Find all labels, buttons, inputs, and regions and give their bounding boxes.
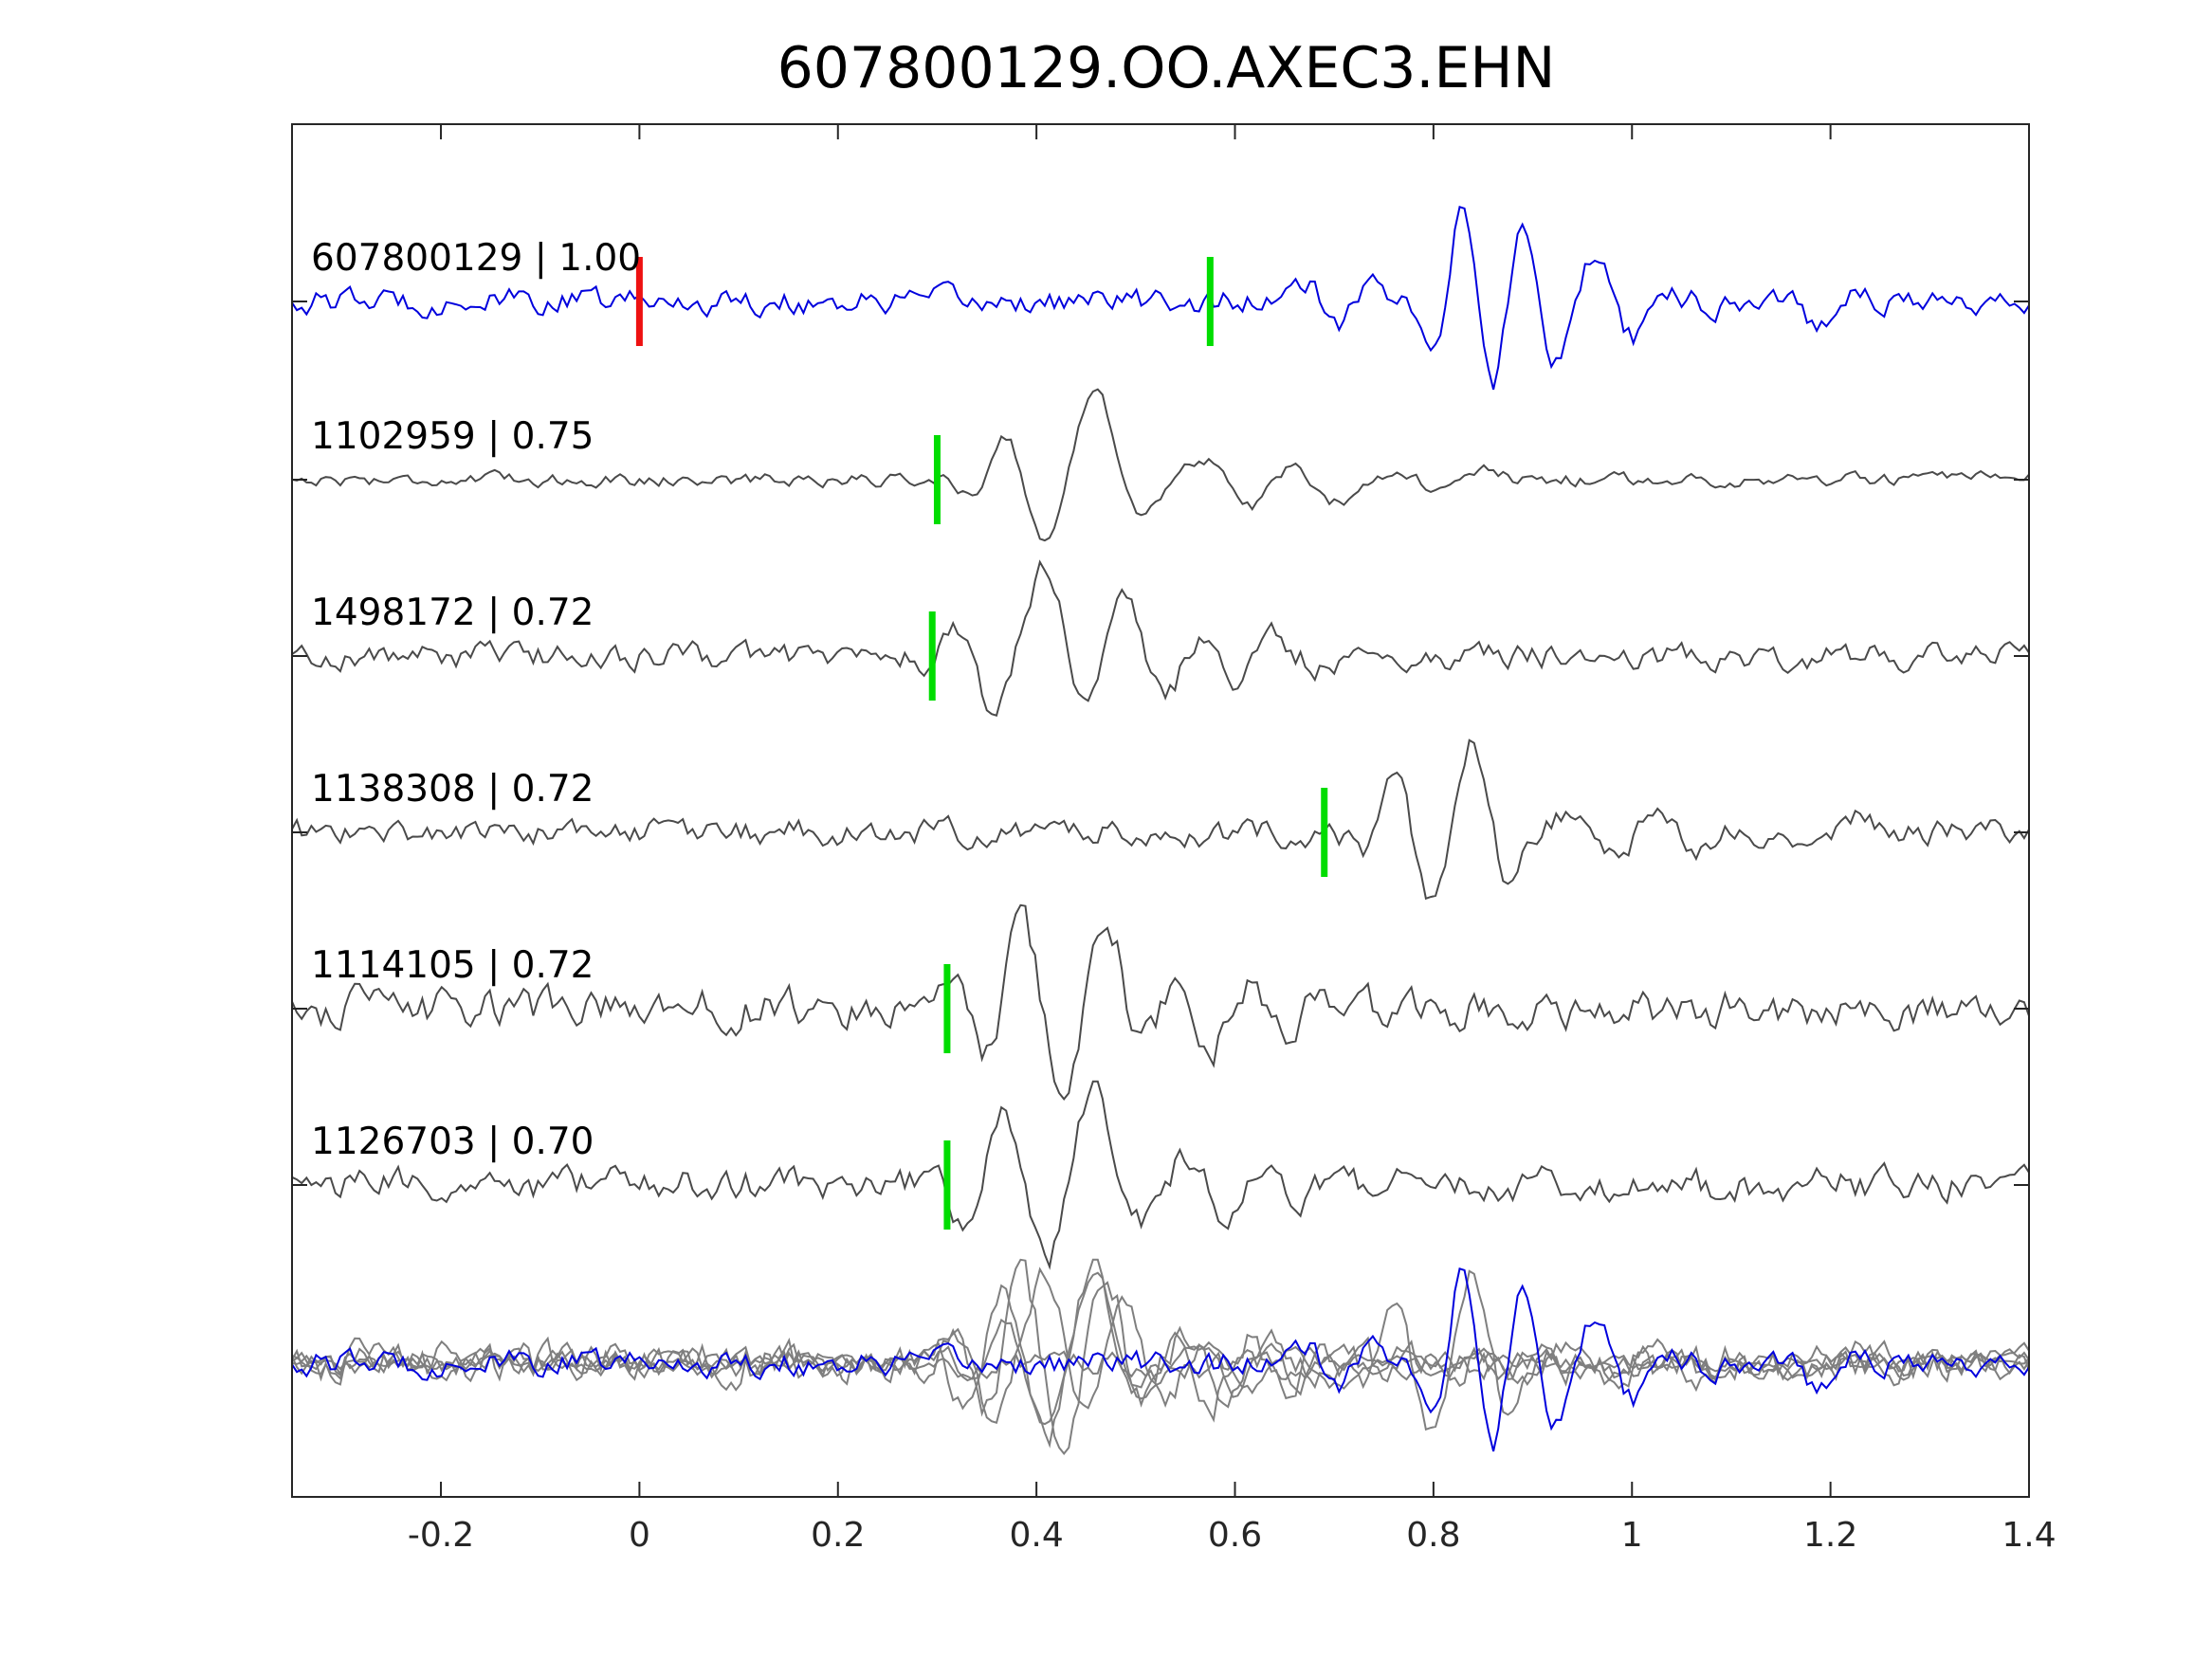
series-line-5 <box>291 903 2030 1102</box>
trace-label-5: 1114105 | 0.72 <box>311 944 594 987</box>
x-tick-label-7: 1 <box>1621 1516 1643 1555</box>
x-tick-label-4: 0.4 <box>1010 1516 1064 1555</box>
axes-frame <box>291 123 2030 1498</box>
x-tick-label-9: 1.4 <box>2002 1516 2056 1555</box>
series-line-2 <box>291 388 2030 542</box>
series-line-1 <box>291 206 2030 391</box>
plot-area <box>292 124 2029 1497</box>
trace-labels-layer: 607800129 | 1.00 1102959 | 0.75 1498172 | … <box>311 237 641 1163</box>
traces-layer <box>291 206 2030 1456</box>
x-tick-label-1: -0.2 <box>408 1516 474 1555</box>
x-tick-label-3: 0.2 <box>811 1516 865 1555</box>
axes-layer: -0.2 0 0.2 0.4 0.6 0.8 1 1.2 1.4 <box>291 123 2057 1555</box>
trace-label-4: 1138308 | 0.72 <box>311 768 594 811</box>
x-tick-label-6: 0.8 <box>1406 1516 1460 1555</box>
x-tick-label-8: 1.2 <box>1803 1516 1857 1555</box>
trace-label-6: 1126703 | 0.70 <box>311 1121 594 1163</box>
series-line-3 <box>291 559 2030 717</box>
overlay-series-line-1 <box>291 1267 2030 1452</box>
trace-label-2: 1102959 | 0.75 <box>311 415 594 458</box>
overlay-series-line-2 <box>291 1271 2030 1426</box>
chart-title: 607800129.OO.AXEC3.EHN <box>777 35 1556 101</box>
x-tick-label-5: 0.6 <box>1208 1516 1262 1555</box>
overlay-group <box>291 1258 2030 1456</box>
series-line-4 <box>291 738 2030 901</box>
trace-label-3: 1498172 | 0.72 <box>311 592 594 634</box>
series-line-6 <box>291 1080 2030 1270</box>
trace-label-1: 607800129 | 1.00 <box>311 237 641 280</box>
pick-markers-layer <box>635 257 1328 1230</box>
x-tick-label-2: 0 <box>629 1516 650 1555</box>
